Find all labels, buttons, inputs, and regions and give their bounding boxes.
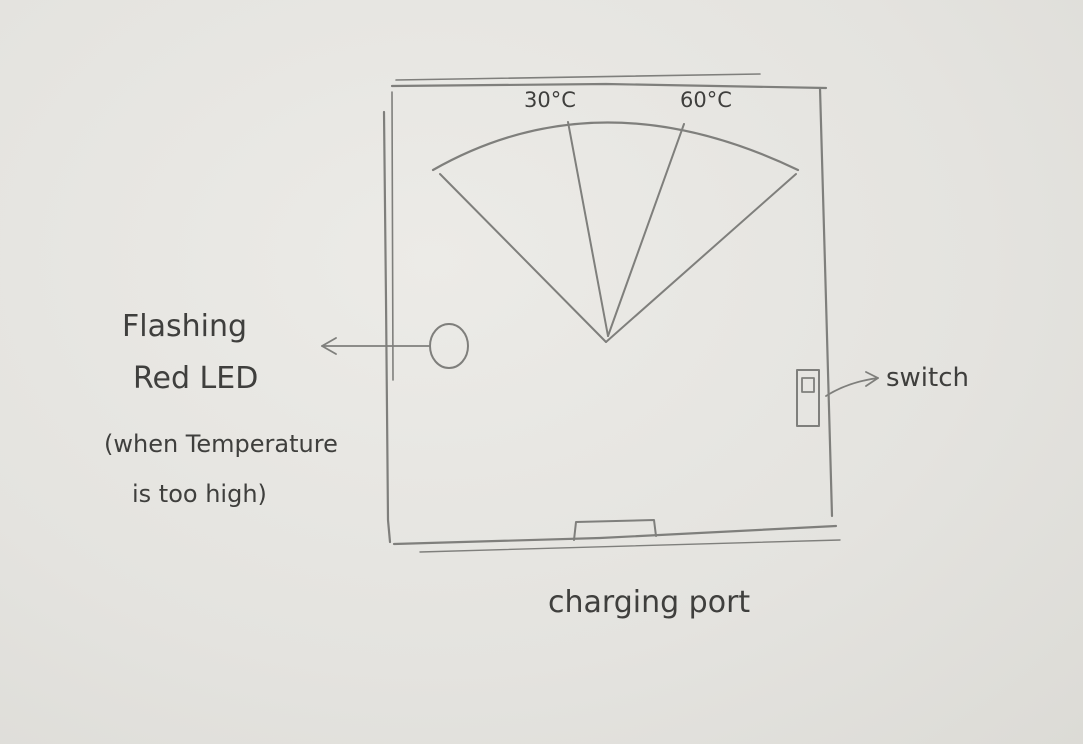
led-arrow-head-icon <box>321 337 337 355</box>
gauge-left-boundary <box>439 173 607 343</box>
device-body <box>382 73 841 553</box>
charging-port: charging port <box>548 519 750 620</box>
gauge-tick-60 <box>607 123 685 337</box>
device-top-edge-stroke <box>395 73 761 81</box>
device-bottom-edge <box>392 524 838 546</box>
temperature-gauge: 30°C 60°C <box>431 88 800 343</box>
led-circle-icon <box>429 323 469 369</box>
device-right-edge <box>818 86 834 518</box>
gauge-arc <box>431 121 800 172</box>
device-bottom-edge-stroke <box>419 539 841 553</box>
charging-port-label: charging port <box>548 585 750 620</box>
device-top-edge <box>390 82 828 90</box>
device-left-edge-stroke <box>391 91 394 381</box>
switch-body <box>796 369 820 427</box>
led-label-line1: Flashing <box>122 309 247 344</box>
red-led: Flashing Red LED (when Temperature is to… <box>104 309 469 508</box>
gauge-right-boundary <box>605 173 797 343</box>
led-label-line2: Red LED <box>133 361 258 396</box>
gauge-label-min: 30°C <box>524 88 576 112</box>
charging-port-icon <box>573 519 657 541</box>
led-note-line1: (when Temperature <box>104 430 338 458</box>
switch-knob-icon <box>801 377 815 393</box>
led-note-line2: is too high) <box>132 480 267 508</box>
power-switch: switch <box>796 363 969 427</box>
switch-arrow-line <box>825 377 879 397</box>
switch-label: switch <box>886 363 969 393</box>
switch-arrow-head-icon <box>865 371 879 387</box>
gauge-label-max: 60°C <box>680 88 732 112</box>
device-left-edge <box>382 110 392 544</box>
gauge-tick-30 <box>567 121 609 337</box>
